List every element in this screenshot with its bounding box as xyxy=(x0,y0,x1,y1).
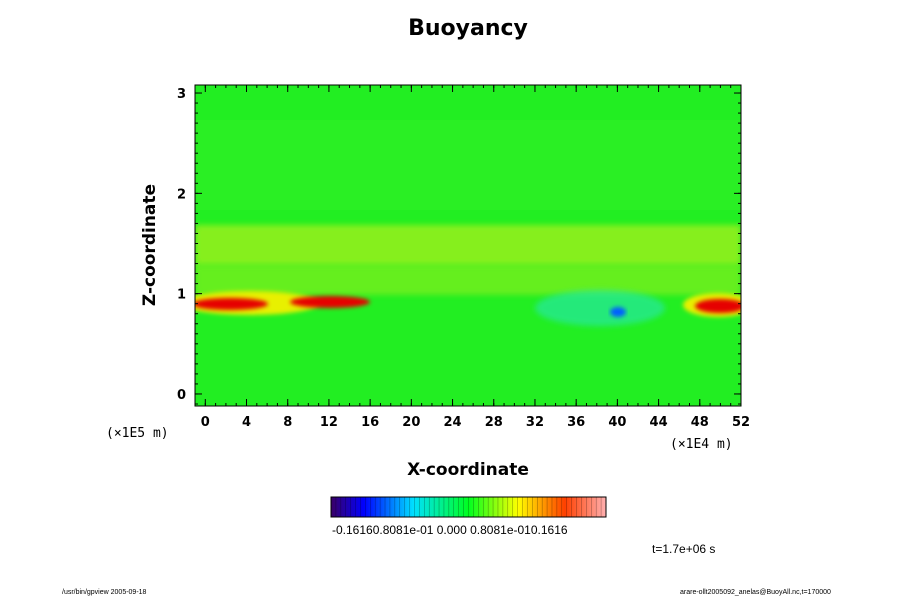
y-ticks: 0 1 2 3 xyxy=(177,87,741,405)
heatmap-area xyxy=(195,85,741,406)
x-tick-label: 52 xyxy=(732,415,750,430)
z-axis-unit: (×1E5 m) xyxy=(106,426,169,441)
heatmap-warm-core-left-1 xyxy=(195,298,268,310)
x-tick-label: 8 xyxy=(283,415,292,430)
time-label: t=1.7e+06 s xyxy=(652,542,716,556)
y-tick-label: 0 xyxy=(177,388,186,403)
heatmap-band-upper xyxy=(195,225,741,265)
x-tick-label: 28 xyxy=(485,415,503,430)
heatmap-warm-core-left-2 xyxy=(290,296,370,308)
chart-title: Buoyancy xyxy=(408,16,528,41)
x-tick-label: 36 xyxy=(567,415,585,430)
heatmap-band-lower xyxy=(195,265,741,295)
x-tick-label: 32 xyxy=(526,415,544,430)
y-tick-label: 2 xyxy=(177,187,186,202)
plot-frame xyxy=(194,84,742,407)
x-tick-label: 44 xyxy=(650,415,668,430)
x-tick-label: 20 xyxy=(402,415,420,430)
x-tick-label: 24 xyxy=(444,415,462,430)
x-tick-label: 48 xyxy=(691,415,709,430)
colorbar-ticks xyxy=(335,497,602,517)
colorbar-labels: -0.16160.8081e-01 0.000 0.8081e-010.1616 xyxy=(332,523,568,537)
heatmap-cool-region xyxy=(535,290,665,326)
x-tick-label: 12 xyxy=(320,415,338,430)
x-axis-unit: (×1E4 m) xyxy=(670,437,733,452)
x-tick-label: 4 xyxy=(242,415,251,430)
y-tick-label: 3 xyxy=(177,87,186,102)
x-axis-label: X-coordinate xyxy=(407,460,529,480)
heatmap-warm-core-right xyxy=(695,299,741,313)
heatmap-upper-shade xyxy=(195,120,741,210)
x-tick-label: 40 xyxy=(608,415,626,430)
x-tick-label: 0 xyxy=(201,415,210,430)
heatmap-cool-core xyxy=(610,307,626,317)
x-ticks: 0 4 8 12 16 20 24 28 32 36 40 44 48 52 xyxy=(194,85,750,430)
footer-left: /usr/bin/gpview 2005-09-18 xyxy=(62,589,147,596)
y-tick-label: 1 xyxy=(177,288,186,303)
footer-right: arare-ollt2005092_anelas@BuoyAll.nc,t=17… xyxy=(680,589,831,596)
y-axis-label: Z-coordinate xyxy=(140,183,160,307)
x-tick-label: 16 xyxy=(361,415,379,430)
